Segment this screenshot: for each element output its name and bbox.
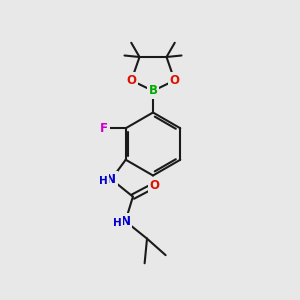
Text: N: N [120, 215, 130, 228]
Text: H: H [98, 176, 107, 186]
Text: B: B [148, 84, 158, 98]
Text: O: O [126, 74, 136, 87]
Text: F: F [100, 122, 108, 135]
Text: H: H [112, 218, 122, 228]
Text: N: N [106, 173, 116, 186]
Text: O: O [149, 179, 160, 192]
Text: O: O [169, 74, 180, 87]
